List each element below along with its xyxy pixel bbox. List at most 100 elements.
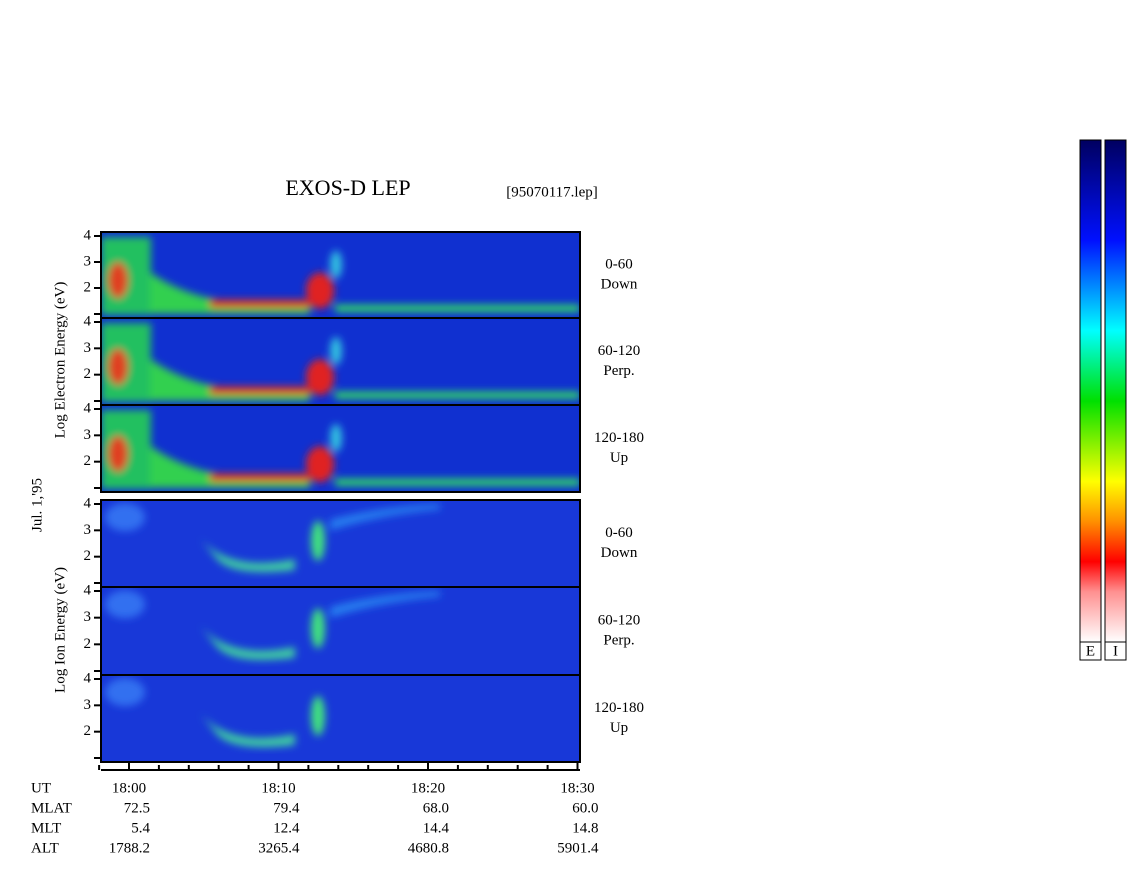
time-label: 18:00 xyxy=(112,780,146,796)
features xyxy=(105,503,440,572)
time-label: 18:30 xyxy=(560,780,594,796)
feature xyxy=(330,504,440,531)
orbit-value: 60.0 xyxy=(572,800,598,816)
angle-range: 0-60 xyxy=(605,256,633,272)
spectrogram xyxy=(101,500,580,587)
orbit-value: 68.0 xyxy=(423,800,449,816)
spectrogram xyxy=(101,405,580,492)
angle-range: 60-120 xyxy=(598,612,641,628)
file-name: [95070117.lep] xyxy=(506,184,598,200)
feature xyxy=(311,608,325,649)
feature xyxy=(306,272,334,309)
colorbar xyxy=(1104,139,1127,643)
background xyxy=(101,675,580,762)
row-label: MLAT xyxy=(31,800,72,816)
feature xyxy=(210,299,310,308)
orbit-value: 12.4 xyxy=(273,820,300,836)
features xyxy=(101,323,580,402)
row-label: ALT xyxy=(31,840,59,856)
time-label: 18:10 xyxy=(261,780,295,796)
direction: Up xyxy=(610,450,628,466)
y-tick-label: 4 xyxy=(84,670,92,686)
y-tick-label: 3 xyxy=(84,253,92,269)
feature xyxy=(210,473,310,482)
colorbar xyxy=(1079,139,1102,643)
feature xyxy=(150,272,310,314)
background xyxy=(101,587,580,675)
axis-label: Log Electron Energy (eV) xyxy=(52,282,68,439)
title: EXOS-D LEP xyxy=(285,175,410,200)
feature xyxy=(150,358,310,401)
direction: Down xyxy=(601,545,638,561)
y-tick-label: 2 xyxy=(84,636,92,652)
y-tick-label: 3 xyxy=(84,697,92,713)
angle-range: 120-180 xyxy=(594,700,644,716)
feature xyxy=(330,336,342,365)
background xyxy=(101,500,580,587)
feature xyxy=(330,591,440,618)
date: Jul. 1,'95 xyxy=(29,478,45,532)
y-tick-label: 2 xyxy=(84,366,92,382)
spectrogram xyxy=(101,675,580,762)
angle-range: 60-120 xyxy=(598,343,641,359)
feature xyxy=(200,538,295,572)
features xyxy=(105,590,440,660)
colorbar-label-box xyxy=(1104,641,1127,661)
feature xyxy=(200,713,295,747)
axis-label: Log Ion Energy (eV) xyxy=(52,567,68,693)
time-label: 18:20 xyxy=(411,780,445,796)
feature xyxy=(108,348,128,385)
feature xyxy=(335,391,580,399)
orbit-value: 14.8 xyxy=(572,820,598,836)
orbit-value: 5.4 xyxy=(131,820,150,836)
features xyxy=(101,410,580,489)
row-label: UT xyxy=(31,780,51,796)
y-tick-label: 4 xyxy=(84,582,92,598)
y-tick-label: 2 xyxy=(84,453,92,469)
spectrogram xyxy=(101,587,580,675)
orbit-value: 4680.8 xyxy=(408,840,449,856)
y-tick-label: 2 xyxy=(84,279,92,295)
feature xyxy=(335,304,580,312)
feature xyxy=(108,435,128,472)
angle-range: 120-180 xyxy=(594,430,644,446)
feature xyxy=(105,503,145,532)
colorbar-label: E xyxy=(1086,643,1095,659)
feature xyxy=(105,590,145,619)
feature xyxy=(330,250,342,279)
feature xyxy=(200,625,295,660)
y-tick-label: 4 xyxy=(84,227,92,243)
colorbar-label-box xyxy=(1079,641,1102,661)
orbit-value: 1788.2 xyxy=(109,840,150,856)
feature xyxy=(335,478,580,486)
feature xyxy=(105,678,145,707)
feature xyxy=(311,695,325,736)
y-tick-label: 4 xyxy=(84,400,92,416)
spectrogram xyxy=(101,318,580,405)
feature xyxy=(306,446,334,483)
orbit-value: 3265.4 xyxy=(258,840,300,856)
feature xyxy=(108,262,128,299)
y-tick-label: 4 xyxy=(84,313,92,329)
panel-frame xyxy=(100,404,581,493)
feature xyxy=(150,445,310,488)
orbit-value: 79.4 xyxy=(273,800,300,816)
orbit-value: 72.5 xyxy=(124,800,150,816)
y-tick-label: 2 xyxy=(84,723,92,739)
feature xyxy=(330,423,342,452)
feature xyxy=(210,386,310,395)
panel-frame xyxy=(100,674,581,763)
orbit-value: 5901.4 xyxy=(557,840,599,856)
direction: Down xyxy=(601,276,638,292)
direction: Perp. xyxy=(603,363,634,379)
y-tick-label: 3 xyxy=(84,427,92,443)
feature xyxy=(306,359,334,396)
colorbar-label: I xyxy=(1113,643,1118,659)
y-tick-label: 2 xyxy=(84,548,92,564)
features xyxy=(101,237,580,315)
features xyxy=(105,678,325,747)
y-tick-label: 3 xyxy=(84,522,92,538)
orbit-value: 14.4 xyxy=(423,820,450,836)
